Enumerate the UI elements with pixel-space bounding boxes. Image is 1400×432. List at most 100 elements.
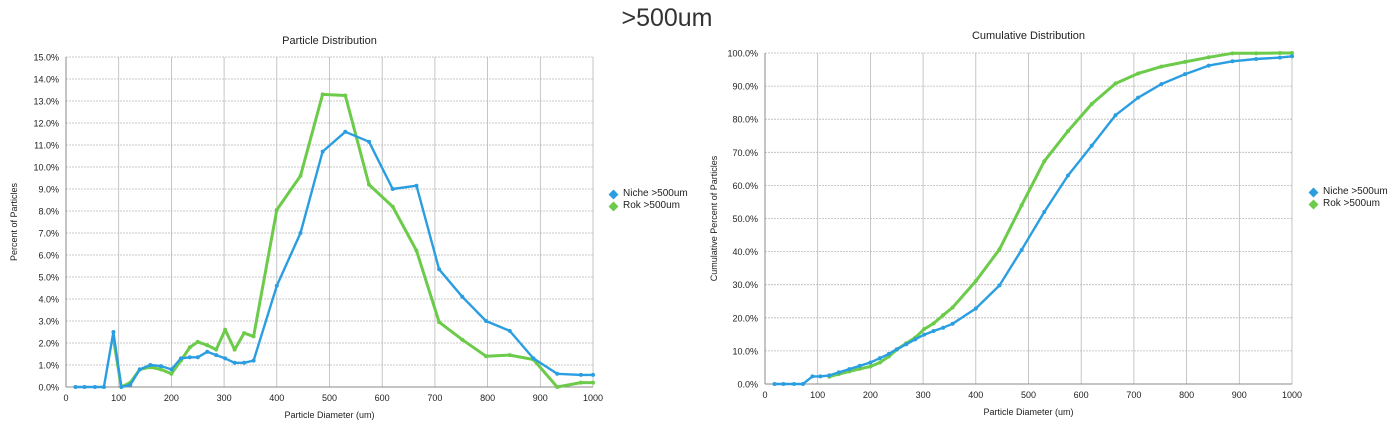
- data-point-niche: [158, 364, 163, 369]
- cumulative-distribution-legend: Niche >500um Rok >500um: [1308, 186, 1388, 210]
- y-tick-label: 10.0%: [33, 163, 59, 173]
- data-point-niche: [101, 385, 106, 389]
- y-tick-label: 4.0%: [38, 295, 59, 305]
- data-point-niche: [1254, 56, 1259, 61]
- data-point-niche: [214, 353, 219, 358]
- y-tick-label: 80.0%: [732, 115, 758, 125]
- data-point-niche: [1113, 113, 1118, 118]
- data-point-niche: [555, 371, 560, 376]
- y-tick-label: 20.0%: [732, 313, 758, 323]
- data-point-rok: [1113, 81, 1118, 86]
- data-point-niche: [877, 356, 882, 361]
- data-point-niche: [484, 319, 489, 323]
- data-point-niche: [1183, 72, 1188, 77]
- data-point-niche: [950, 321, 955, 326]
- data-point-rok: [1277, 51, 1282, 55]
- data-point-rok: [274, 207, 279, 212]
- data-point-rok: [1183, 59, 1188, 64]
- data-point-niche: [1159, 82, 1164, 87]
- data-point-rok: [484, 354, 489, 359]
- data-point-niche: [205, 349, 210, 354]
- x-tick-label: 400: [269, 393, 284, 403]
- y-tick-label: 10.0%: [732, 346, 758, 356]
- x-tick-label: 600: [375, 393, 390, 403]
- data-point-rok: [437, 320, 442, 325]
- data-point-niche: [1019, 247, 1024, 252]
- x-tick-label: 100: [810, 390, 825, 400]
- data-point-rok: [390, 204, 395, 209]
- data-point-niche: [1277, 55, 1282, 60]
- data-point-niche: [894, 347, 899, 352]
- data-point-niche: [137, 367, 142, 372]
- data-point-niche: [578, 372, 583, 377]
- data-point-rok: [857, 366, 862, 371]
- data-point-niche: [781, 382, 786, 386]
- data-point-rok: [1254, 51, 1259, 56]
- x-tick-label: 300: [217, 393, 232, 403]
- data-point-rok: [232, 347, 237, 352]
- y-tick-label: 90.0%: [732, 82, 758, 92]
- data-point-niche: [119, 385, 124, 389]
- data-point-rok: [591, 380, 595, 385]
- data-point-niche: [414, 183, 419, 188]
- x-tick-label: 800: [480, 393, 495, 403]
- data-point-niche: [128, 382, 133, 387]
- data-point-rok: [169, 371, 174, 376]
- data-point-niche: [818, 374, 823, 379]
- y-tick-label: 0.0%: [737, 380, 758, 390]
- x-tick-label: 900: [533, 393, 548, 403]
- x-tick-label: 700: [427, 393, 442, 403]
- y-tick-label: 7.0%: [38, 229, 59, 239]
- legend-marker-niche: [1308, 187, 1319, 197]
- y-tick-label: 15.0%: [33, 53, 59, 63]
- y-tick-label: 0.0%: [38, 383, 59, 393]
- data-point-rok: [414, 248, 419, 253]
- data-point-niche: [772, 382, 777, 386]
- y-tick-label: 30.0%: [732, 280, 758, 290]
- data-point-niche: [827, 373, 832, 378]
- legend-item-niche: Niche >500um: [1308, 186, 1388, 198]
- particle-distribution-chart: 0.0% 1.0% 2.0% 3.0% 4.0% 5.0% 6.0% 7.0% 8.0% 9.0%…: [9, 35, 603, 420]
- series-line-rok: [827, 51, 1294, 379]
- legend-item-niche: Niche >500um: [608, 188, 688, 200]
- series-line-niche: [773, 55, 1294, 386]
- y-axis-label: Cumulative Percent of Particles: [709, 155, 719, 281]
- y-tick-label: 50.0%: [732, 214, 758, 224]
- y-tick-label: 2.0%: [38, 339, 59, 349]
- data-point-niche: [836, 370, 841, 375]
- data-point-niche: [169, 367, 174, 372]
- x-tick-label: 500: [322, 393, 337, 403]
- cumulative-distribution-chart: 0.0% 10.0% 20.0% 30.0% 40.0% 50.0% 60.0% 70.0% 8…: [709, 30, 1302, 417]
- data-point-rok: [158, 367, 163, 372]
- x-tick-label: 900: [1232, 390, 1247, 400]
- data-point-niche: [274, 283, 279, 288]
- data-point-rok: [242, 331, 247, 336]
- data-point-niche: [810, 374, 815, 379]
- data-point-rok: [877, 360, 882, 365]
- data-point-rok: [868, 364, 873, 369]
- data-point-niche: [1290, 54, 1294, 59]
- x-tick-label: 600: [1074, 390, 1089, 400]
- y-tick-label: 11.0%: [34, 141, 59, 151]
- data-point-niche: [82, 385, 87, 389]
- y-tick-label: 40.0%: [732, 247, 758, 257]
- x-tick-label: 100: [111, 393, 126, 403]
- y-tick-label: 13.0%: [33, 97, 59, 107]
- data-point-rok: [214, 347, 219, 352]
- y-tick-label: 70.0%: [732, 148, 758, 158]
- data-point-rok: [1230, 51, 1235, 56]
- data-point-rok: [251, 334, 256, 339]
- y-axis-label: Percent of Particles: [9, 182, 19, 261]
- data-point-rok: [367, 182, 372, 187]
- data-point-niche: [242, 360, 247, 365]
- data-point-niche: [1230, 59, 1235, 64]
- data-point-niche: [1206, 63, 1211, 68]
- data-point-rok: [950, 305, 955, 310]
- x-tick-label: 1000: [583, 393, 603, 403]
- data-point-rok: [1206, 55, 1211, 60]
- data-point-rok: [1019, 203, 1024, 208]
- x-tick-label: 0: [63, 393, 68, 403]
- data-point-rok: [320, 92, 325, 97]
- data-point-rok: [195, 339, 200, 344]
- x-tick-label: 500: [1021, 390, 1036, 400]
